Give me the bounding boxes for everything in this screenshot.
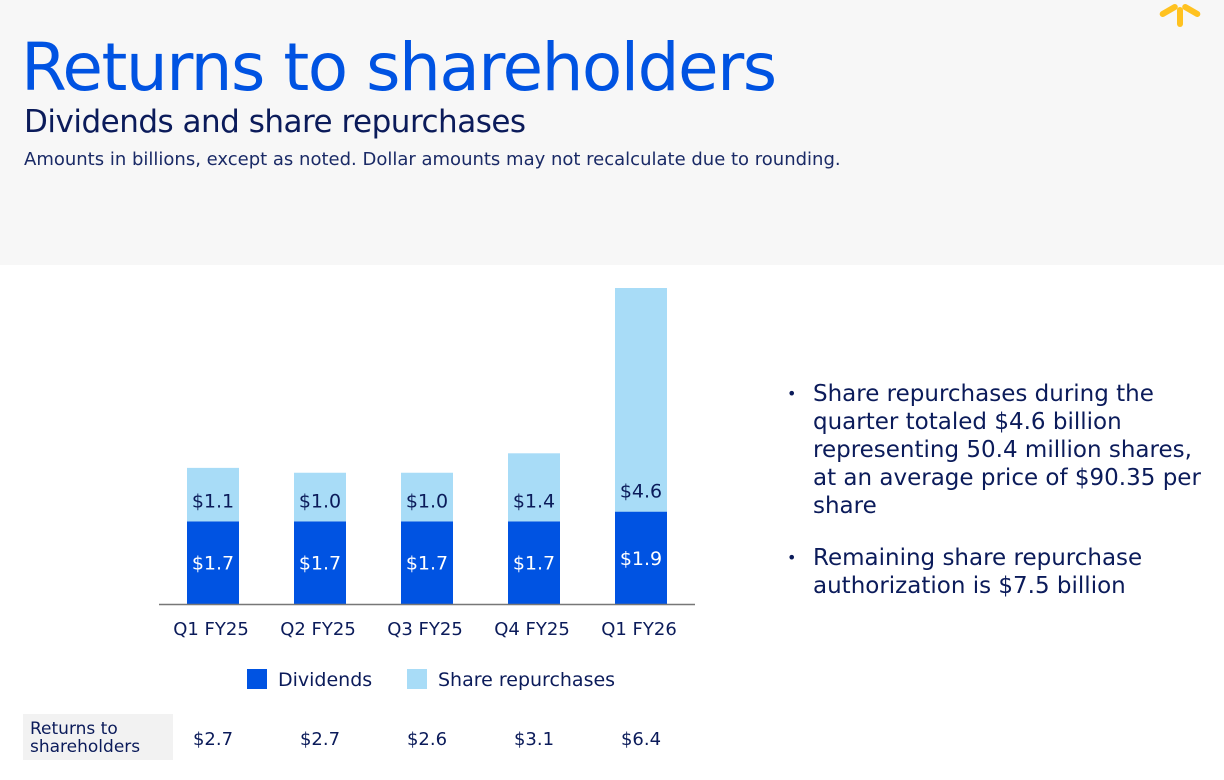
bullet-authorization: Remaining share repurchase authorization… (785, 544, 1205, 600)
page-subtitle: Dividends and share repurchases (24, 104, 526, 140)
x-tick-label-3: Q4 FY25 (494, 619, 570, 640)
legend-swatch-dividends (247, 669, 267, 689)
x-tick-label-4: Q1 FY26 (601, 619, 677, 640)
data-label-dividends-2: $1.7 (406, 553, 448, 575)
bar-dividends-4 (615, 511, 667, 604)
bullet-repurchases: Share repurchases during the quarter tot… (785, 380, 1205, 520)
legend-label-repurchases: Share repurchases (438, 669, 615, 691)
total-value-3: $3.1 (514, 729, 554, 750)
total-value-0: $2.7 (193, 729, 233, 750)
bullet-list: Share repurchases during the quarter tot… (785, 380, 1205, 624)
data-label-repurchases-1: $1.0 (299, 490, 341, 512)
header-band: Returns to shareholders Dividends and sh… (0, 0, 1224, 265)
bar-dividends-0 (187, 521, 239, 604)
data-label-repurchases-2: $1.0 (406, 490, 448, 512)
x-tick-label-2: Q3 FY25 (387, 619, 463, 640)
data-label-repurchases-3: $1.4 (513, 490, 555, 512)
legend-swatch-repurchases (407, 669, 427, 689)
legend-label-dividends: Dividends (278, 669, 372, 691)
bar-repurchases-2 (401, 472, 453, 522)
data-label-dividends-1: $1.7 (299, 553, 341, 575)
total-value-4: $6.4 (621, 729, 661, 750)
data-label-dividends-0: $1.7 (192, 553, 234, 575)
total-value-2: $2.6 (407, 729, 447, 750)
data-label-dividends-3: $1.7 (513, 553, 555, 575)
bar-repurchases-3 (508, 453, 560, 522)
data-label-repurchases-0: $1.1 (192, 490, 234, 512)
bar-repurchases-0 (187, 467, 239, 522)
spark-icon (1159, 4, 1201, 27)
data-label-repurchases-4: $4.6 (620, 481, 662, 503)
x-tick-label-0: Q1 FY25 (173, 619, 249, 640)
bar-repurchases-4 (615, 288, 667, 512)
x-tick-label-1: Q2 FY25 (280, 619, 356, 640)
bar-dividends-2 (401, 521, 453, 604)
bar-dividends-1 (294, 521, 346, 604)
bar-repurchases-1 (294, 472, 346, 522)
page-title: Returns to shareholders (21, 29, 777, 106)
data-label-dividends-4: $1.9 (620, 548, 662, 570)
footnote: Amounts in billions, except as noted. Do… (24, 149, 841, 170)
total-value-1: $2.7 (300, 729, 340, 750)
totals-row-label: Returns to shareholders (23, 714, 173, 760)
bar-dividends-3 (508, 521, 560, 604)
